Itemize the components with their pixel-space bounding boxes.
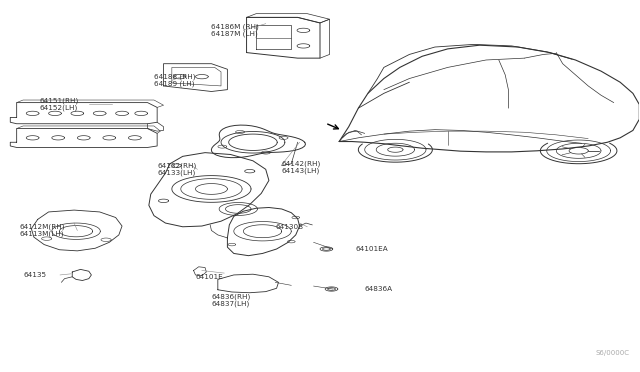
Text: 64836A: 64836A bbox=[365, 286, 393, 292]
Text: 64189 (LH): 64189 (LH) bbox=[154, 81, 195, 87]
Text: 64187M (LH): 64187M (LH) bbox=[211, 31, 258, 37]
Text: 64101E: 64101E bbox=[195, 274, 223, 280]
Text: 64130B: 64130B bbox=[275, 224, 303, 230]
Text: 64135: 64135 bbox=[23, 272, 46, 278]
Text: 64143(LH): 64143(LH) bbox=[282, 168, 320, 174]
Text: 64836(RH): 64836(RH) bbox=[211, 294, 251, 301]
Text: 64186M (RH): 64186M (RH) bbox=[211, 23, 259, 30]
Text: S6/0000C: S6/0000C bbox=[596, 350, 630, 356]
Text: 64152(LH): 64152(LH) bbox=[39, 105, 77, 112]
Text: 64132(RH): 64132(RH) bbox=[157, 162, 196, 169]
Text: 64151(RH): 64151(RH) bbox=[39, 97, 78, 104]
Text: 64142(RH): 64142(RH) bbox=[282, 160, 321, 167]
Text: 64188 (RH): 64188 (RH) bbox=[154, 73, 195, 80]
Text: 64837(LH): 64837(LH) bbox=[211, 301, 250, 307]
Text: 64113M(LH): 64113M(LH) bbox=[20, 231, 65, 237]
Text: 64133(LH): 64133(LH) bbox=[157, 170, 195, 176]
Text: 64112M(RH): 64112M(RH) bbox=[20, 224, 65, 230]
Text: 64101EA: 64101EA bbox=[355, 246, 388, 252]
